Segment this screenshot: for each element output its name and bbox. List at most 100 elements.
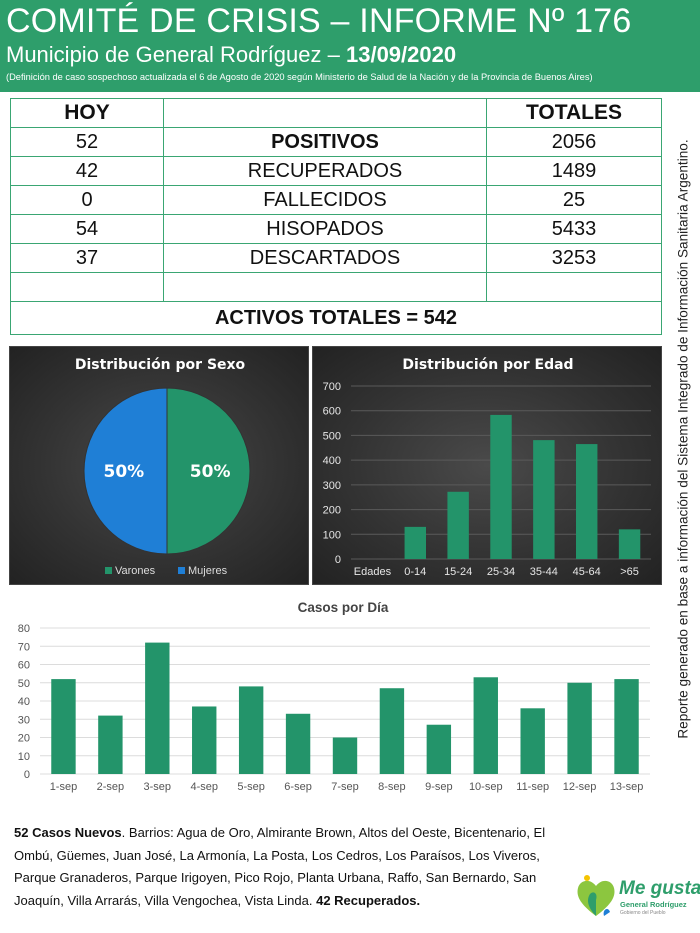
legend-label-mujeres: Mujeres bbox=[188, 565, 228, 577]
bar-0-14 bbox=[404, 526, 426, 559]
bar->65 bbox=[618, 529, 641, 559]
table-row: 0 FALLECIDOS 25 bbox=[10, 185, 662, 215]
edad-chart-title: Distribución por Edad bbox=[402, 357, 573, 373]
hoy-fallecidos: 0 bbox=[10, 185, 164, 215]
legend-swatch-varones bbox=[105, 567, 112, 574]
y-tick-label: 700 bbox=[323, 381, 341, 393]
x-tick-label: 7-sep bbox=[331, 781, 359, 793]
me-gusta-logo: Me gusta General Rodríguez Gobierno del … bbox=[574, 868, 700, 924]
total-recuperados: 1489 bbox=[486, 156, 662, 186]
y-tick-label: 10 bbox=[18, 751, 30, 763]
bar-4-sep bbox=[192, 706, 217, 774]
table-row: 42 RECUPERADOS 1489 bbox=[10, 156, 662, 186]
x-tick-label: 13-sep bbox=[610, 781, 644, 793]
x-tick-label: 25-34 bbox=[487, 566, 515, 578]
bar-12-sep bbox=[567, 682, 592, 774]
x-tick-label: 6-sep bbox=[284, 781, 312, 793]
table-header-row: HOY TOTALES bbox=[10, 98, 662, 128]
y-tick-label: 0 bbox=[24, 769, 30, 781]
label-fallecidos: FALLECIDOS bbox=[163, 185, 487, 215]
legend-label-varones: Varones bbox=[115, 565, 156, 577]
pie-title: Distribución por Sexo bbox=[75, 357, 246, 373]
hoy-descartados: 37 bbox=[10, 243, 164, 273]
report-date: 13/09/2020 bbox=[345, 42, 457, 67]
barrios-list: . Barrios: Agua de Oro, Almirante Brown,… bbox=[14, 825, 546, 908]
y-tick-label: 40 bbox=[18, 696, 30, 708]
y-tick-label: 60 bbox=[18, 660, 30, 672]
bar-11-sep bbox=[520, 708, 545, 774]
x-tick-label: 5-sep bbox=[237, 781, 265, 793]
y-tick-label: 50 bbox=[18, 678, 30, 690]
pie-slice-mujeres bbox=[83, 387, 168, 555]
x-tick-label: 1-sep bbox=[50, 781, 78, 793]
bar-8-sep bbox=[379, 688, 405, 774]
y-tick-label: 600 bbox=[323, 406, 341, 418]
x-tick-label: >65 bbox=[620, 566, 639, 578]
definition-note: (Definición de caso sospechoso actualiza… bbox=[6, 72, 593, 82]
total-descartados: 3253 bbox=[486, 243, 662, 273]
x-tick-label: 4-sep bbox=[190, 781, 218, 793]
casos-chart-title: Casos por Día bbox=[298, 600, 389, 615]
y-tick-label: 80 bbox=[18, 623, 30, 635]
x-tick-label: 3-sep bbox=[144, 781, 172, 793]
pie-slice-varones bbox=[166, 387, 251, 555]
report-header: COMITÉ DE CRISIS – INFORME Nº 176 Munici… bbox=[0, 0, 700, 92]
x-tick-label: 8-sep bbox=[378, 781, 406, 793]
x-tick-label: 2-sep bbox=[97, 781, 125, 793]
hoy-hisopados: 54 bbox=[10, 214, 164, 244]
new-cases-count: 52 Casos Nuevos bbox=[14, 825, 122, 840]
y-tick-label: 100 bbox=[323, 529, 341, 541]
y-tick-label: 400 bbox=[323, 455, 341, 467]
col-label-header bbox=[163, 98, 487, 128]
activos-totales: ACTIVOS TOTALES = 542 bbox=[10, 301, 662, 335]
bar-35-44 bbox=[533, 440, 555, 559]
bar-15-24 bbox=[447, 491, 469, 559]
hoy-recuperados: 42 bbox=[10, 156, 164, 186]
bar-9-sep bbox=[426, 724, 452, 774]
hoy-positivos: 52 bbox=[10, 127, 164, 157]
total-hisopados: 5433 bbox=[486, 214, 662, 244]
table-empty-row bbox=[10, 272, 662, 302]
municipality-label: Municipio de General Rodríguez – bbox=[6, 42, 340, 67]
table-row: 52 POSITIVOS 2056 bbox=[10, 127, 662, 157]
y-tick-label: 0 bbox=[335, 554, 341, 566]
empty-cell bbox=[163, 272, 487, 302]
col-totales-header: TOTALES bbox=[486, 98, 662, 128]
logo-tagline: Gobierno del Pueblo bbox=[620, 910, 666, 916]
bar-13-sep bbox=[614, 679, 639, 774]
x-axis-label: Edades bbox=[354, 566, 392, 578]
y-tick-label: 20 bbox=[18, 733, 30, 745]
label-descartados: DESCARTADOS bbox=[163, 243, 487, 273]
x-tick-label: 0-14 bbox=[404, 566, 426, 578]
y-tick-label: 200 bbox=[323, 505, 341, 517]
sexo-chart-panel: Distribución por Sexo 50% 50% Varones Mu… bbox=[9, 346, 309, 585]
x-tick-label: 35-44 bbox=[530, 566, 558, 578]
logo-sub-text: General Rodríguez bbox=[620, 900, 687, 909]
y-tick-label: 300 bbox=[323, 480, 341, 492]
report-subtitle: Municipio de General Rodríguez – 13/09/2… bbox=[6, 42, 456, 68]
stats-table: HOY TOTALES 52 POSITIVOS 2056 42 RECUPER… bbox=[10, 98, 662, 335]
bar-1-sep bbox=[51, 679, 76, 774]
edad-chart-panel: Distribución por Edad 0 100 200 300 400 500 60… bbox=[312, 346, 662, 585]
recuperados-count: 42 Recuperados. bbox=[316, 892, 421, 908]
activos-row: ACTIVOS TOTALES = 542 bbox=[10, 301, 662, 335]
y-tick-label: 70 bbox=[18, 641, 30, 653]
x-tick-label: 11-sep bbox=[516, 781, 549, 793]
report-title: COMITÉ DE CRISIS – INFORME Nº 176 bbox=[6, 2, 632, 40]
new-cases-summary: 52 Casos Nuevos. Barrios: Agua de Oro, A… bbox=[14, 822, 574, 912]
table-row: 54 HISOPADOS 5433 bbox=[10, 214, 662, 244]
total-fallecidos: 25 bbox=[486, 185, 662, 215]
y-tick-label: 30 bbox=[18, 714, 30, 726]
label-hisopados: HISOPADOS bbox=[163, 214, 487, 244]
col-hoy-header: HOY bbox=[10, 98, 164, 128]
label-recuperados: RECUPERADOS bbox=[163, 156, 487, 186]
bar-5-sep bbox=[238, 686, 264, 774]
bar-3-sep bbox=[145, 642, 170, 774]
side-note-text: Reporte generado en base a información d… bbox=[675, 139, 691, 739]
pie-value-label-mujeres: 50% bbox=[103, 462, 144, 482]
heart-logo-icon bbox=[577, 875, 615, 916]
casos-por-dia-chart: Casos por Día 0 10 20 30 40 50 60 70 80 1-sep 2-se… bbox=[8, 596, 662, 804]
x-tick-label: 9-sep bbox=[425, 781, 453, 793]
pie-value-label-varones: 50% bbox=[190, 462, 231, 482]
x-tick-label: 45-64 bbox=[573, 566, 601, 578]
